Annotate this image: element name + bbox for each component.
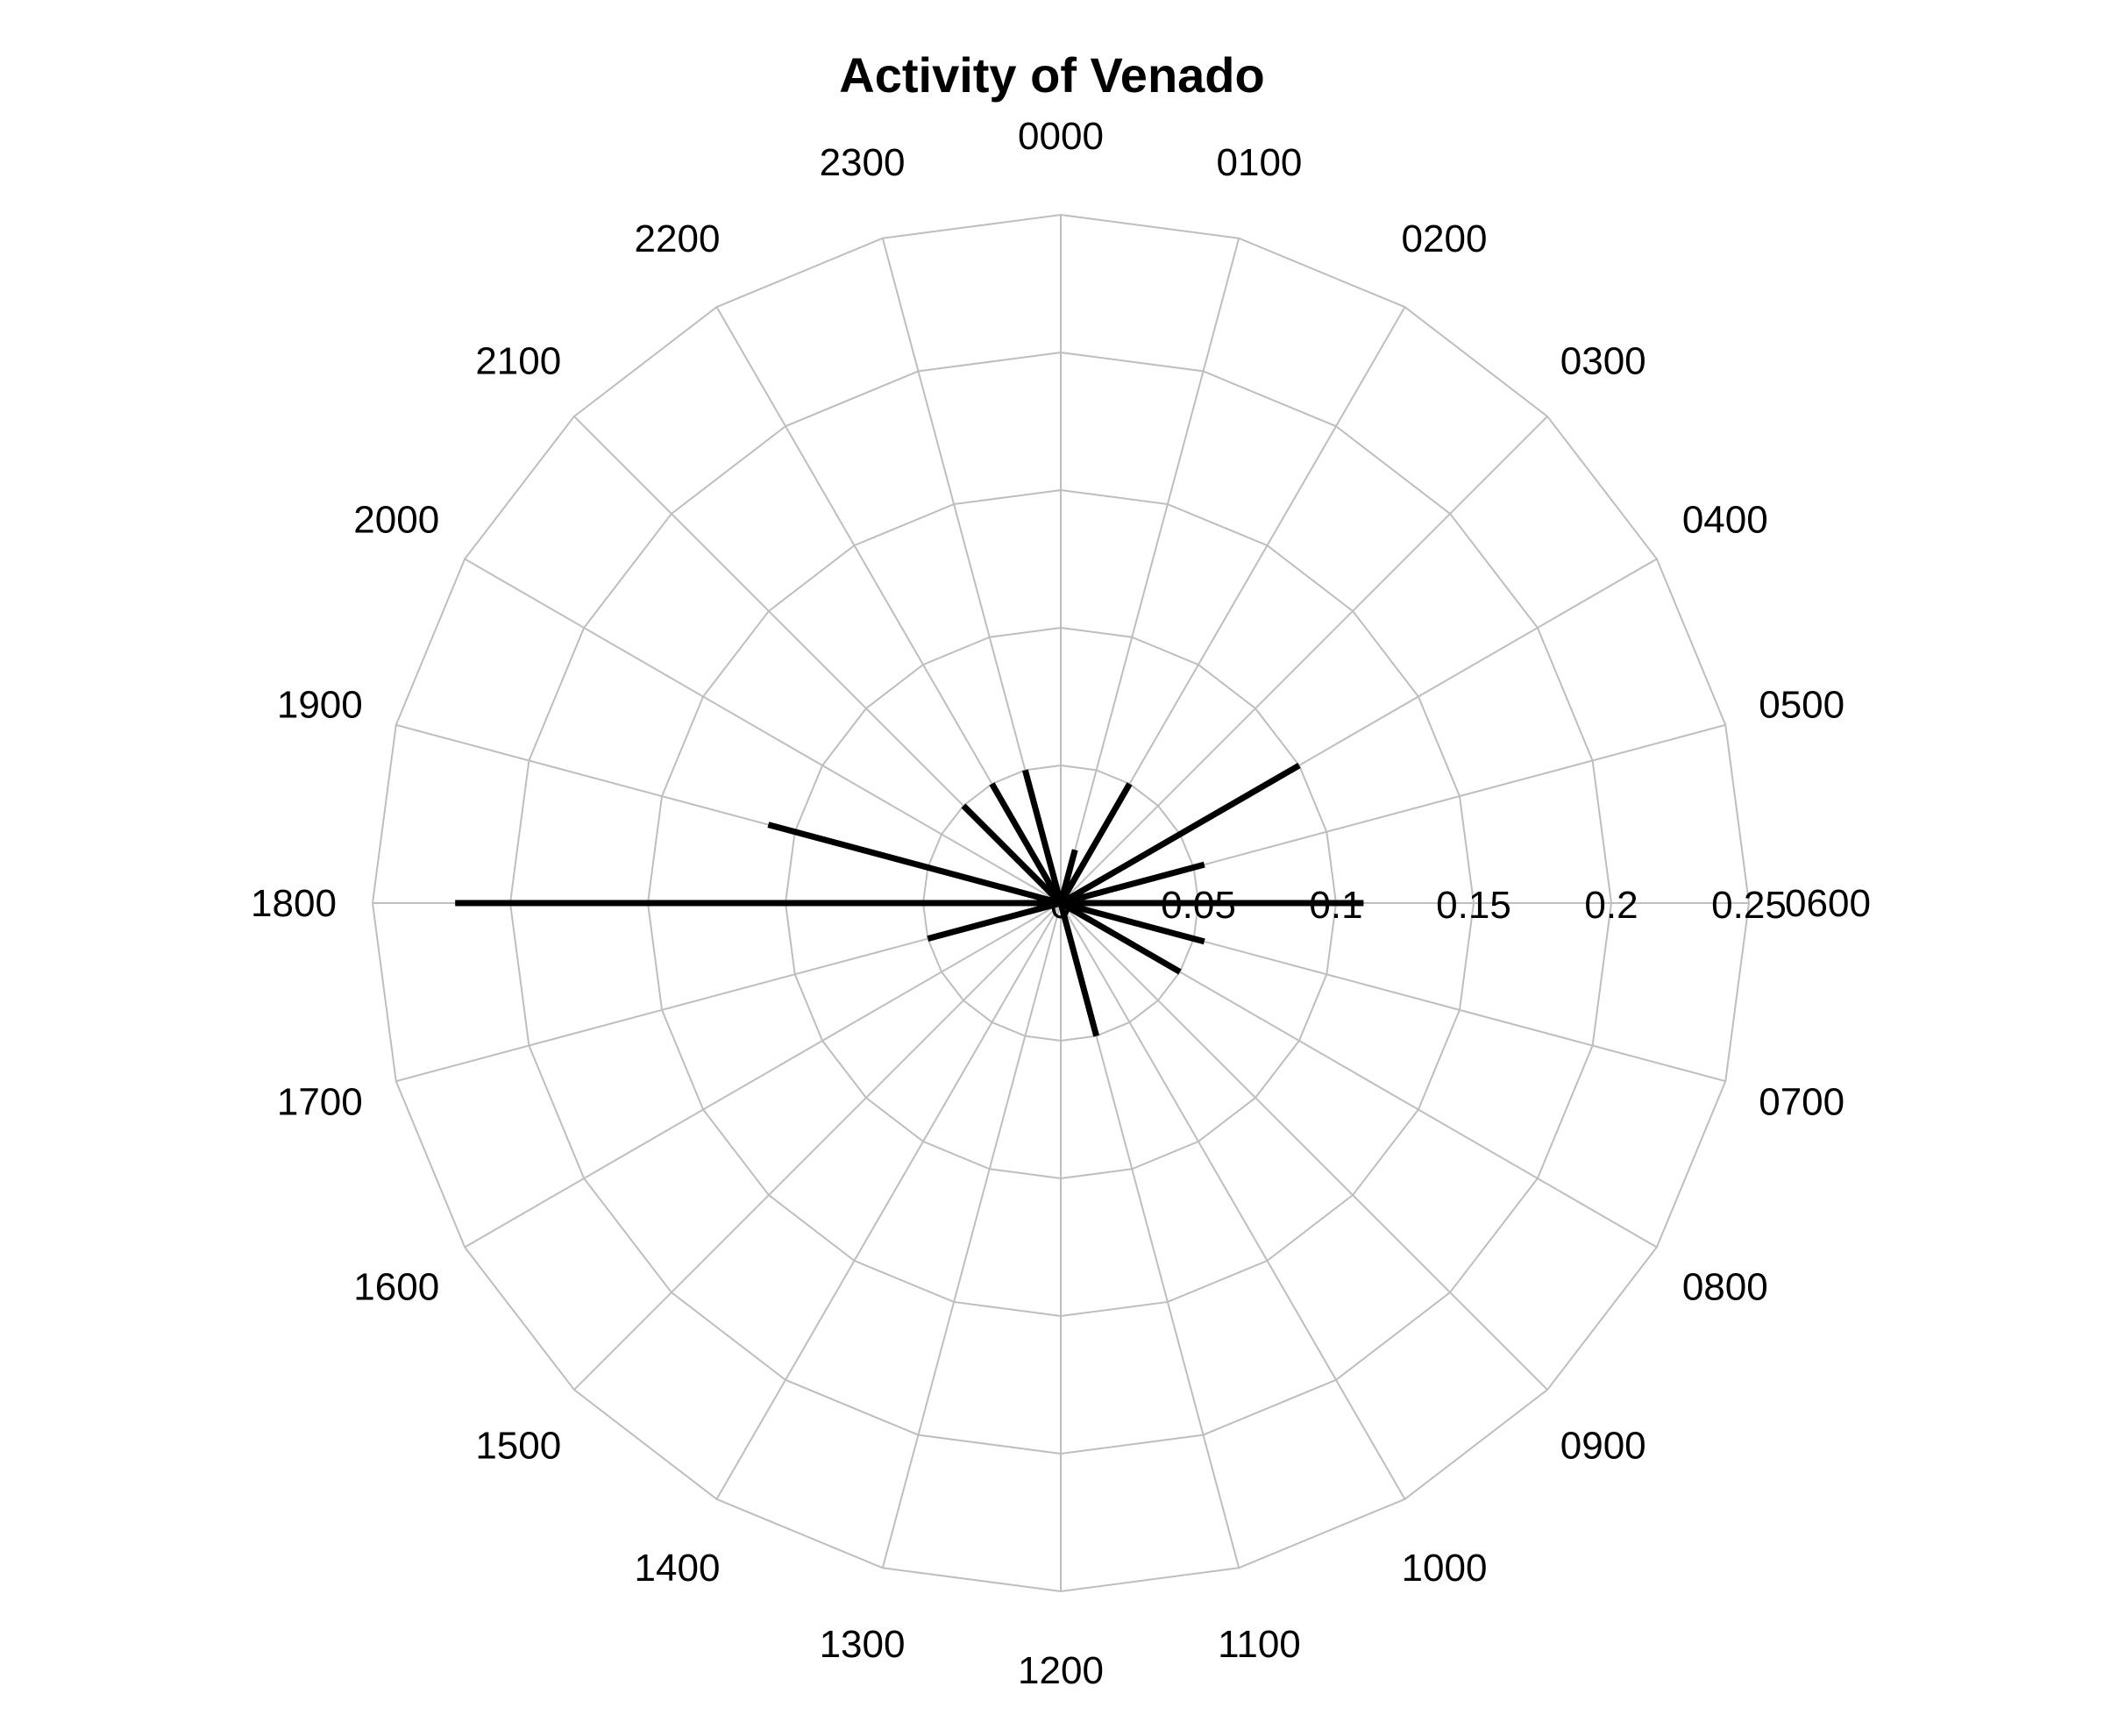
hour-label-1700: 1700 (277, 1080, 363, 1123)
hour-label-0500: 0500 (1759, 684, 1845, 727)
grid-spoke (881, 902, 1062, 1569)
hour-label-2000: 2000 (353, 499, 439, 542)
activity-bar-0200 (1057, 782, 1133, 905)
hour-label-2100: 2100 (475, 339, 561, 382)
activity-bar-1900 (767, 822, 1062, 907)
chart-title: Activity of Venado (839, 47, 1265, 103)
hour-label-0400: 0400 (1682, 499, 1768, 542)
radial-tick-labels: 0 0.05 0.1 0.15 0.2 0.25 (1050, 884, 1787, 927)
hour-label-2200: 2200 (635, 217, 721, 260)
hour-label-1000: 1000 (1402, 1547, 1488, 1590)
activity-bars (455, 762, 1364, 1037)
grid-spoke (1060, 238, 1240, 904)
hour-labels: 0000 0100 0200 0300 0400 0500 0600 0700 0800 0900… (251, 115, 1871, 1692)
grid-spoke (573, 902, 1062, 1391)
hour-label-0200: 0200 (1402, 217, 1488, 260)
radial-tick-label: 0.1 (1309, 884, 1362, 927)
hour-label-1100: 1100 (1218, 1623, 1301, 1666)
activity-bar-0700 (1060, 900, 1205, 945)
hour-label-0100: 0100 (1217, 141, 1303, 184)
hour-label-0600: 0600 (1785, 882, 1871, 925)
hour-label-1500: 1500 (475, 1425, 561, 1468)
activity-bar-0800 (1059, 900, 1182, 975)
activity-bar-2200 (989, 782, 1064, 905)
grid-spoke (464, 558, 1062, 904)
radial-tick-label: 0 (1050, 884, 1071, 927)
activity-bar-1700 (927, 900, 1062, 943)
activity-bar-0500 (1060, 861, 1205, 907)
activity-bar-2300 (1021, 769, 1064, 904)
hour-label-1800: 1800 (251, 882, 337, 925)
grid-spoke (1060, 416, 1548, 904)
hour-label-1600: 1600 (353, 1266, 439, 1309)
radial-tick-label: 0.15 (1436, 884, 1511, 927)
radial-tick-label: 0.05 (1161, 884, 1236, 927)
activity-bar-1100 (1057, 902, 1100, 1037)
grid-spoke (464, 902, 1062, 1249)
activity-bar-0400 (1059, 762, 1301, 907)
grid-spoke (1060, 902, 1406, 1500)
hour-label-0700: 0700 (1759, 1080, 1845, 1123)
hour-label-1200: 1200 (1018, 1649, 1104, 1692)
hour-label-0800: 0800 (1682, 1266, 1768, 1309)
polar-grid (371, 213, 1751, 1593)
grid-spoke (1060, 902, 1548, 1391)
hour-label-1300: 1300 (820, 1623, 906, 1666)
hour-label-0900: 0900 (1560, 1425, 1646, 1468)
radial-tick-label: 0.25 (1711, 884, 1787, 927)
hour-label-0300: 0300 (1560, 339, 1646, 382)
activity-bar-2100 (961, 803, 1063, 906)
grid-spoke (715, 902, 1062, 1500)
hour-label-1400: 1400 (635, 1547, 721, 1590)
hour-label-0000: 0000 (1018, 115, 1104, 158)
radial-tick-label: 0.2 (1584, 884, 1638, 927)
hour-label-2300: 2300 (820, 141, 906, 184)
hour-label-1900: 1900 (277, 684, 363, 727)
